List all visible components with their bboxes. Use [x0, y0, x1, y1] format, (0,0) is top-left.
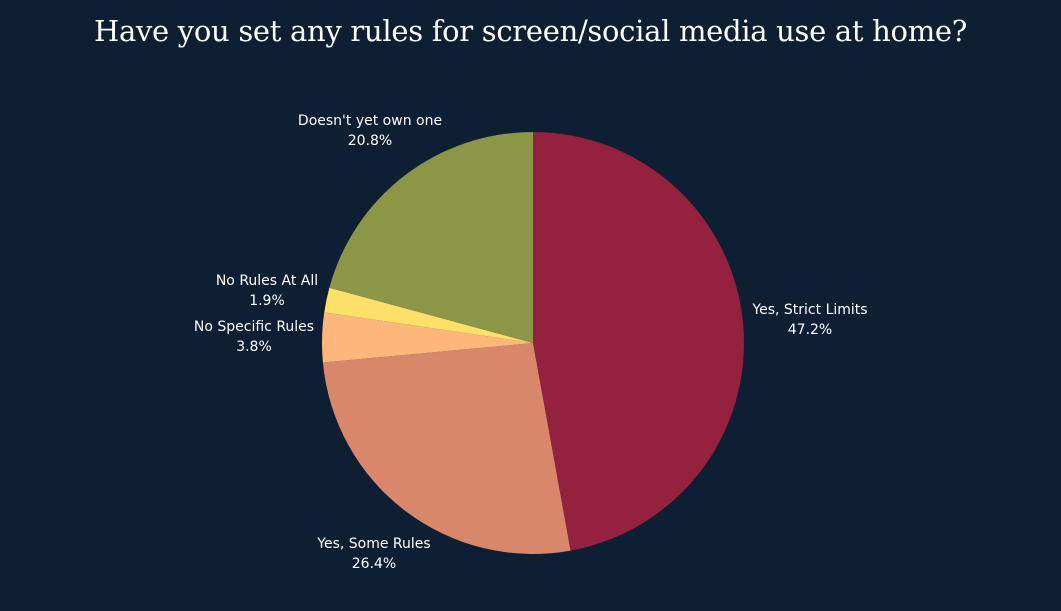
pie-slice-no-rules-at-all [324, 287, 533, 343]
slice-label-doesn-t-yet-own-one: Doesn't yet own one [298, 113, 442, 129]
slice-label-yes-strict-limits: Yes, Strict Limits [751, 302, 867, 318]
slice-value-yes-some-rules: 26.4% [352, 556, 396, 572]
chart-title: Have you set any rules for screen/social… [93, 14, 968, 48]
slice-value-no-rules-at-all: 1.9% [249, 293, 285, 309]
slice-label-no-rules-at-all: No Rules At All [216, 273, 318, 289]
slice-label-no-specific-rules: No Specific Rules [194, 319, 314, 335]
pie-slice-no-specific-rules [322, 312, 533, 363]
pie-slices [322, 132, 744, 554]
pie-labels: Yes, Strict Limits 47.2% Yes, Some Rules 26… [194, 113, 868, 572]
pie-slice-doesn-t-yet-own-one [329, 132, 533, 343]
slice-value-doesn-t-yet-own-one: 20.8% [348, 133, 392, 149]
slice-label-yes-some-rules: Yes, Some Rules [316, 536, 430, 552]
slice-value-yes-strict-limits: 47.2% [788, 322, 832, 338]
pie-slice-yes-some-rules [322, 343, 571, 554]
pie-slice-yes-strict-limits [533, 132, 744, 551]
slice-value-no-specific-rules: 3.8% [236, 339, 272, 355]
